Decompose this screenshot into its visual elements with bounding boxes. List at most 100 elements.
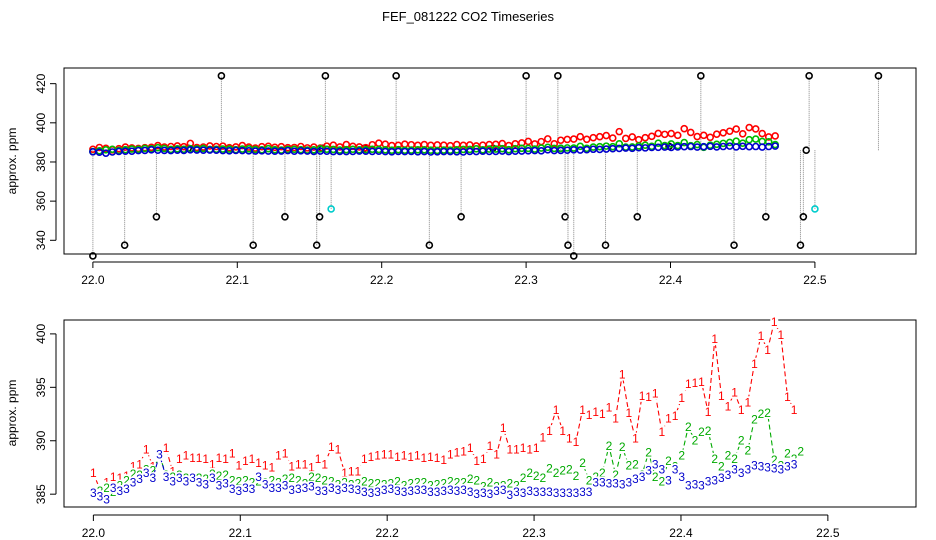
series-1-marker: 1 — [130, 459, 137, 473]
series-3-marker: 3 — [374, 485, 381, 499]
series-3-marker: 3 — [480, 486, 487, 500]
series-2-marker: 2 — [394, 474, 401, 488]
series-1-marker-bg — [446, 448, 455, 461]
series-3-marker-bg — [267, 481, 276, 494]
series-1-marker-bg — [558, 425, 567, 438]
outlier-point — [762, 213, 770, 221]
series-2-point — [745, 135, 754, 144]
series-3-marker-bg — [723, 468, 732, 481]
series-1-point — [563, 135, 572, 144]
series-3-marker: 3 — [407, 484, 414, 498]
series-3-marker-bg — [585, 486, 594, 499]
series-3-marker: 3 — [771, 462, 778, 476]
bottom-axes: 22.0 22.1 22.2 22.3 22.4 22.5 385 390 395 400 — [34, 324, 840, 540]
series-1-marker: 1 — [427, 450, 434, 464]
series-3-marker: 3 — [791, 457, 798, 471]
bottom-x-tick-label: 22.0 — [82, 526, 106, 540]
series-3-marker-bg — [763, 461, 772, 474]
series-1-marker: 1 — [421, 451, 428, 465]
series-1-marker: 1 — [401, 449, 408, 463]
series-1-marker-bg — [281, 447, 290, 460]
series-3-marker-bg — [591, 476, 600, 489]
series-2-marker: 2 — [579, 456, 586, 470]
series-1-marker: 1 — [374, 449, 381, 463]
series-2-point — [615, 139, 624, 148]
series-1-marker-bg — [367, 450, 376, 463]
series-3-marker: 3 — [123, 482, 130, 496]
series-3-marker: 3 — [599, 475, 606, 489]
series-3-marker-bg — [472, 488, 481, 501]
series-2-marker: 2 — [506, 476, 513, 490]
series-2-marker-bg — [419, 476, 428, 489]
series-1-marker-bg — [598, 408, 607, 421]
series-2-marker: 2 — [632, 457, 639, 471]
series-1-marker-bg — [254, 457, 263, 470]
bottom-x-tick-label: 22.4 — [669, 526, 693, 540]
series-3-marker: 3 — [189, 471, 196, 485]
series-2-marker-bg — [525, 466, 534, 479]
series-2-marker: 2 — [130, 467, 137, 481]
bottom-y-tick-label: 395 — [34, 377, 48, 397]
series-3-marker: 3 — [150, 471, 157, 485]
series-3-marker-bg — [538, 486, 547, 499]
series-1-marker: 1 — [579, 403, 586, 417]
series-3-marker-bg — [419, 483, 428, 496]
series-2-marker: 2 — [269, 473, 276, 487]
series-3-marker-bg — [776, 463, 785, 476]
series-2-point — [751, 135, 760, 143]
outlier-point — [730, 241, 738, 249]
series-1-marker-bg — [300, 458, 309, 471]
series-3-marker-bg — [129, 476, 138, 489]
series-1-marker: 1 — [249, 452, 256, 466]
series-1-marker-bg — [195, 451, 204, 464]
series-1-marker: 1 — [711, 332, 718, 346]
series-1-marker: 1 — [546, 424, 553, 438]
series-1-marker-bg — [426, 450, 435, 463]
top-y-tick-label: 400 — [34, 112, 48, 132]
series-1-marker: 1 — [559, 424, 566, 438]
series-2-marker: 2 — [328, 474, 335, 488]
series-2-marker: 2 — [526, 466, 533, 480]
series-3-marker-bg — [360, 486, 369, 499]
series-1-marker: 1 — [361, 452, 368, 466]
series-1-point — [647, 132, 656, 141]
series-3-marker-bg — [710, 474, 719, 487]
series-1-marker: 1 — [388, 448, 395, 462]
series-3-marker-bg — [671, 463, 680, 476]
series-3-marker-bg — [717, 472, 726, 485]
series-1-marker-bg — [664, 412, 673, 425]
series-3-marker: 3 — [255, 470, 262, 484]
series-1-point — [667, 129, 676, 138]
series-2-marker-bg — [294, 474, 303, 487]
bottom-y-tick-label: 390 — [34, 430, 48, 450]
series-1-marker: 1 — [751, 357, 758, 371]
series-3-marker-bg — [532, 486, 541, 499]
series-1-marker-bg — [221, 452, 230, 465]
series-2-marker-bg — [664, 455, 673, 468]
series-2-marker: 2 — [599, 466, 606, 480]
series-1-marker: 1 — [229, 447, 236, 461]
series-1-marker: 1 — [705, 405, 712, 419]
series-2-marker: 2 — [288, 471, 295, 485]
series-3-marker: 3 — [143, 466, 150, 480]
series-3-point — [680, 142, 689, 151]
series-3-marker: 3 — [678, 470, 685, 484]
series-1-marker-bg — [591, 405, 600, 418]
top-axes: 22.0 22.1 22.2 22.3 22.4 22.5 340 360 380 400 420 — [34, 73, 827, 287]
series-2-marker: 2 — [738, 434, 745, 448]
series-2-point — [667, 140, 676, 148]
top-data-marks — [89, 72, 883, 260]
series-2-marker: 2 — [559, 464, 566, 478]
series-1-marker: 1 — [269, 460, 276, 474]
series-1-marker-bg — [710, 333, 719, 346]
top-x-tick-label: 22.0 — [81, 273, 105, 287]
series-1-marker-bg — [274, 449, 283, 462]
series-2-marker-bg — [307, 471, 316, 484]
series-2-marker-bg — [353, 477, 362, 490]
series-1-marker-bg — [400, 449, 409, 462]
outlier-point — [425, 241, 434, 249]
outlier-point — [392, 72, 400, 80]
series-2-marker-bg — [730, 452, 739, 465]
series-2-marker: 2 — [764, 406, 771, 420]
series-3-marker-bg — [95, 490, 104, 503]
